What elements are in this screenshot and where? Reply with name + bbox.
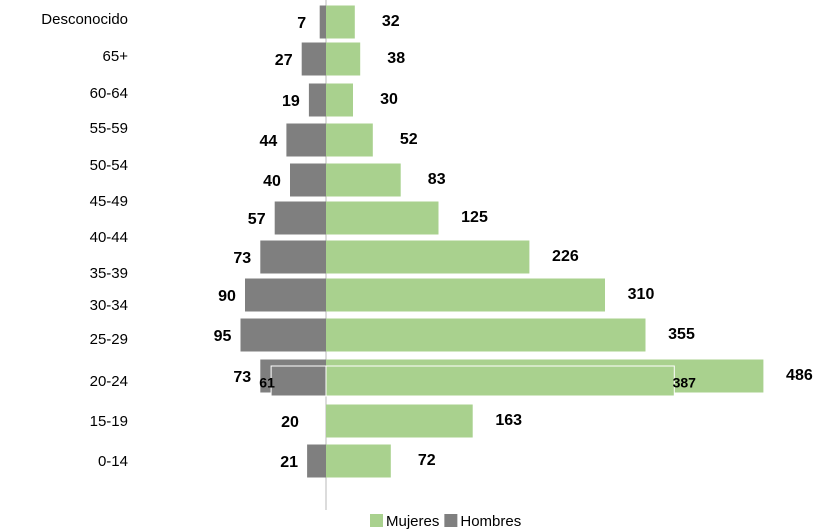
category-label: 50-54 [90,157,128,174]
value-label: 387 [673,375,697,391]
value-label: 125 [461,209,488,226]
value-label: 40 [263,173,281,190]
legend-label: Mujeres [386,513,439,530]
bar [307,444,326,478]
bar [326,318,646,352]
value-label: 83 [428,171,446,188]
category-label: 20-24 [90,373,128,390]
value-label: 57 [248,211,266,228]
overlay-bar [325,365,675,397]
value-label: 44 [260,133,278,150]
bar [326,163,401,197]
category-label: 55-59 [90,120,128,137]
category-label: 60-64 [90,85,128,102]
bar [326,83,353,117]
category-label: 25-29 [90,331,128,348]
value-label: 310 [628,286,655,303]
bar [286,123,326,157]
bar [326,42,361,76]
category-label: 45-49 [90,193,128,210]
category-label: 65+ [103,48,129,65]
bar [319,5,326,39]
bar [245,278,326,312]
value-label: 72 [418,452,436,469]
value-label: 226 [552,248,579,265]
value-label: 32 [382,13,400,30]
value-label: 355 [668,326,695,343]
value-label: 21 [280,454,298,471]
bar [326,240,530,274]
value-label: 61 [259,375,275,391]
value-label: 7 [297,15,306,32]
bar [326,201,439,235]
category-label: 0-14 [98,453,128,470]
bar [240,318,326,352]
category-label: 15-19 [90,413,128,430]
bar [326,444,391,478]
value-label: 38 [387,50,405,67]
value-label: 52 [400,131,418,148]
category-label: 30-34 [90,297,128,314]
bar [326,404,473,438]
value-label: 20 [281,414,299,431]
value-label: 30 [380,91,398,108]
value-label: 95 [214,328,232,345]
category-label: 40-44 [90,229,128,246]
value-label: 27 [275,52,293,69]
category-label: 35-39 [90,265,128,282]
overlay-bar [270,365,327,397]
bar [274,201,326,235]
value-label: 486 [786,367,813,384]
bar [290,163,326,197]
category-label: Desconocido [41,11,128,28]
bar [308,83,326,117]
value-label: 73 [233,250,251,267]
value-label: 19 [282,93,300,110]
value-label: 73 [233,369,251,386]
bar [301,42,326,76]
bar [326,278,605,312]
legend-swatch [444,514,458,527]
value-label: 90 [218,288,236,305]
legend-label: Hombres [460,513,521,530]
bar [326,123,373,157]
bar [326,5,355,39]
value-label: 163 [495,412,522,429]
bar [260,240,326,274]
legend-swatch [370,514,383,527]
